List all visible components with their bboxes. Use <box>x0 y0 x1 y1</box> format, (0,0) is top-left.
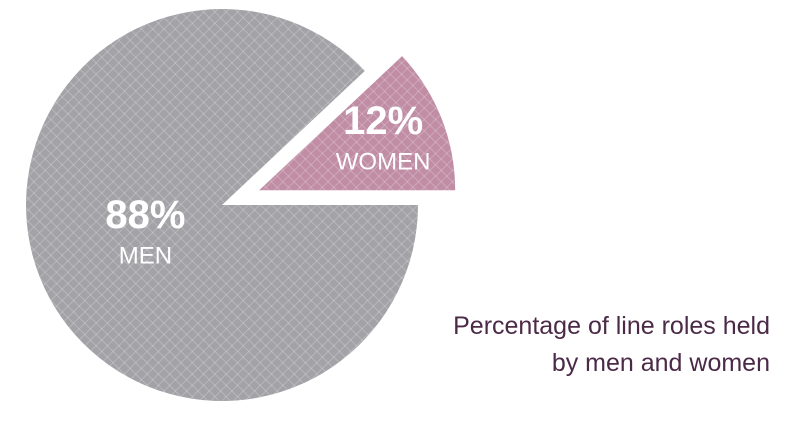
slice-texture <box>259 56 456 191</box>
category-label: MEN <box>119 243 172 270</box>
chart-title: Percentage of line roles held by men and… <box>453 312 770 377</box>
category-label: WOMEN <box>336 149 431 176</box>
slice-texture <box>25 8 418 401</box>
value-label: 12% <box>343 99 423 143</box>
value-label: 88% <box>105 193 185 237</box>
